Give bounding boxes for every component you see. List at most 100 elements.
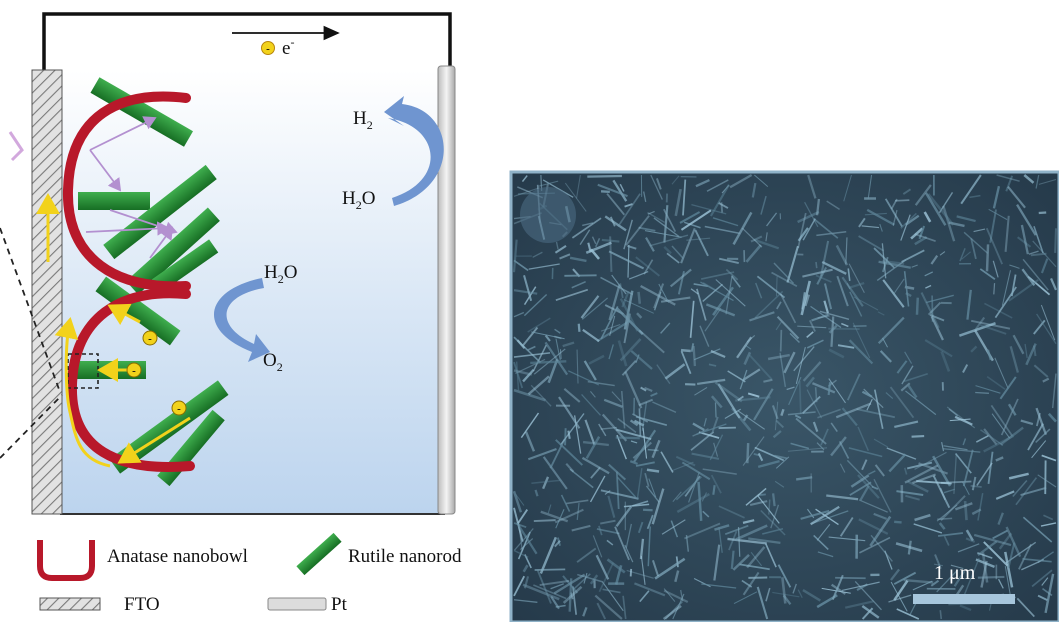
sem-rod [995,456,1004,462]
sem-rod [730,550,735,569]
sem-rod [905,494,920,501]
sem-rod [774,480,785,488]
sem-rod [582,606,588,617]
sem-rod [1035,407,1047,436]
sem-rod [948,221,965,228]
nanorod [95,276,181,346]
sem-rod [562,341,575,348]
sem-rod [536,569,552,604]
sem-rod [742,571,760,596]
band-edge-dashed-line [0,227,61,393]
sem-rod [696,288,707,321]
sem-rod [760,195,767,215]
sem-rod [620,391,626,429]
sem-rod [1009,264,1020,269]
legend-nanorod-swatch [296,532,342,576]
sem-rod [725,268,739,281]
sem-rod [732,554,750,571]
sem-rod [813,218,839,239]
sem-rod [802,589,821,602]
sem-rod [927,193,955,226]
sem-rod [992,529,1008,540]
sem-rod [547,358,559,384]
sem-rod [819,310,850,320]
sem-rod [1042,587,1053,597]
sem-rod [704,307,722,332]
sem-rod [912,580,933,591]
sem-rod [742,368,761,381]
sem-rod [903,271,910,307]
sem-rod [660,322,671,334]
sem-rod [560,494,571,512]
sem-rod [969,194,981,199]
sem-rod [956,215,976,223]
sem-rod [600,489,639,500]
sem-rod [933,563,944,567]
sem-rod [918,225,926,240]
sem-rod [521,175,528,183]
sem-rod [666,252,680,264]
sem-rod [1036,313,1057,345]
upper-anatase-nanobowl [62,91,191,292]
sem-rod [745,487,767,506]
sem-rod [565,499,589,505]
cathode-reaction-arrow [384,96,444,206]
sem-rod [656,364,671,385]
sem-rod [616,434,628,460]
sem-rod [792,583,797,594]
sem-rod [904,464,939,484]
sem-rod [953,454,957,494]
sem-rod [615,436,640,440]
sem-rod [606,558,626,574]
sem-rod [619,338,642,362]
sem-rod [873,389,884,429]
sem-rod [1035,174,1040,189]
sem-rod [884,550,893,570]
sem-rod [655,178,662,190]
sem-rod [896,490,924,496]
nanorod [126,207,220,295]
sem-rod [725,275,733,315]
sem-rod [658,283,670,303]
sem-rod [672,491,682,503]
sem-rod [879,350,892,363]
sem-rod [695,178,710,188]
sem-rod [817,315,830,319]
sem-rod [617,340,628,367]
sem-rod [527,447,557,461]
sem-rod [622,595,627,620]
sem-rod [864,212,887,216]
sem-rod [639,538,645,560]
sem-rod [1023,174,1035,184]
sem-rod [821,260,847,275]
sem-rod [638,226,656,232]
sem-rod [513,599,538,603]
sem-rod [766,212,778,227]
sem-rod [943,448,981,453]
sem-rod [630,350,653,370]
sem-rod [815,274,832,283]
sem-rod [1030,252,1047,257]
sem-rod [675,455,696,467]
sem-rod [812,421,819,432]
sem-rod [869,515,892,547]
sem-rod [623,503,650,508]
sem-rod [647,448,659,452]
sem-rod [627,245,637,250]
sem-rod [830,583,846,595]
sem-rod [890,568,901,581]
sem-rod [885,392,894,399]
sem-rod [1027,275,1051,296]
sem-rod [781,577,787,604]
sem-rod [830,422,838,433]
sem-rod [965,529,974,542]
sem-rod [564,182,587,212]
sem-rod [1044,573,1055,614]
sem-rod [873,512,888,520]
sem-rod [903,467,908,475]
sem-rod [867,174,873,200]
sem-rod [576,349,579,384]
sem-rod [571,280,586,289]
sem-rod [650,174,663,200]
sem-rod [555,288,589,301]
